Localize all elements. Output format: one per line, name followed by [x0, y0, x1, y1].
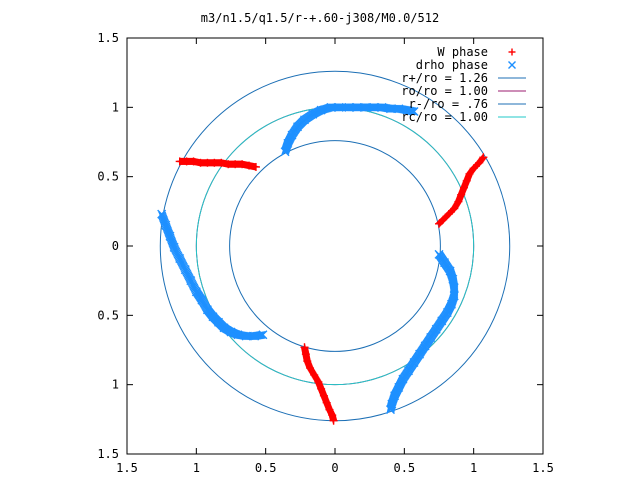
drho-phase-point — [344, 102, 354, 112]
drho-phase-point — [258, 330, 268, 340]
drho-phase-point — [299, 115, 309, 125]
points-layer — [157, 102, 488, 425]
drho-phase-point — [334, 102, 344, 112]
drho-phase-point — [202, 305, 212, 315]
y-tick-label: 0 — [112, 239, 119, 253]
y-tick-label: 1.5 — [97, 31, 119, 45]
x-tick-label: 0 — [331, 461, 338, 475]
drho-phase-point — [409, 106, 419, 116]
drho-phase-point — [241, 331, 251, 341]
x-tick-label: 1 — [193, 461, 200, 475]
x-tick-label: 1.5 — [532, 461, 554, 475]
drho-phase-point — [233, 330, 243, 340]
drho-phase-point — [326, 102, 336, 112]
x-tick-label: 0.5 — [255, 461, 277, 475]
drho-phase-point — [385, 104, 395, 114]
ticks-layer: 1.5 1 0.5 0 0.5 1 1.51.510.500.511.5 — [97, 31, 554, 475]
drho-phase-point — [369, 102, 379, 112]
legend-marker-sample — [508, 61, 516, 69]
legend-label: drho phase — [416, 58, 488, 72]
drho-phase-point — [426, 333, 436, 343]
chart-title: m3/n1.5/q1.5/r-+.60-j308/M0.0/512 — [201, 11, 439, 25]
drho-phase-point — [157, 209, 167, 219]
x-tick-label: 1.5 — [116, 461, 138, 475]
drho-phase-point — [440, 258, 450, 268]
drho-phase-point — [308, 109, 318, 119]
x-tick-label: 1 — [470, 461, 477, 475]
drho-phase-point — [387, 399, 397, 409]
drho-phase-point — [437, 316, 447, 326]
y-tick-label: 1 — [112, 100, 119, 114]
drho-phase-point — [448, 274, 458, 284]
drho-phase-point — [385, 405, 395, 415]
drho-phase-point — [361, 102, 371, 112]
drho-phase-point — [446, 299, 456, 309]
y-tick-label: 1 — [112, 378, 119, 392]
legend-label: r+/ro = 1.26 — [401, 71, 488, 85]
drho-phase-point — [219, 323, 229, 333]
drho-phase-point — [186, 276, 196, 286]
drho-phase-point — [390, 391, 400, 401]
legend-label: rc/ro = 1.00 — [401, 110, 488, 124]
legend-label: W phase — [437, 45, 488, 59]
drho-phase-point — [169, 242, 179, 252]
drho-phase-point — [377, 102, 387, 112]
drho-phase-point — [293, 122, 303, 132]
y-tick-label: 1.5 — [97, 447, 119, 461]
drho-phase-point — [445, 266, 455, 276]
drho-phase-point — [442, 308, 452, 318]
y-tick-label: 0.5 — [97, 308, 119, 322]
drho-phase-point — [316, 105, 326, 115]
drho-phase-point — [161, 220, 171, 230]
drho-phase-point — [250, 331, 260, 341]
circle-2 — [229, 140, 441, 352]
drho-phase-point — [394, 104, 404, 114]
legend-label: ro/ro = 1.00 — [401, 84, 488, 98]
drho-phase-point — [165, 231, 175, 241]
drho-phase-point — [208, 312, 218, 322]
drho-phase-point — [402, 105, 412, 115]
drho-phase-point — [175, 253, 185, 263]
drho-phase-point — [415, 349, 425, 359]
drho-phase-point — [352, 102, 362, 112]
drho-phase-point — [180, 265, 190, 275]
drho-phase-point — [394, 382, 404, 392]
drho-phase-point — [434, 249, 444, 259]
legend-label: r-/ro = .76 — [409, 97, 488, 111]
drho-phase-point — [449, 291, 459, 301]
y-tick-label: 0.5 — [97, 170, 119, 184]
drho-phase-point — [398, 374, 408, 384]
drho-phase-point — [226, 327, 236, 337]
drho-phase-point — [280, 147, 290, 157]
drho-phase-point — [449, 283, 459, 293]
drho-phase-point — [420, 341, 430, 351]
drho-phase-point — [409, 357, 419, 367]
drho-phase-point — [197, 295, 207, 305]
x-tick-label: 0.5 — [393, 461, 415, 475]
drho-phase-point — [403, 366, 413, 376]
drho-phase-point — [287, 130, 297, 140]
drho-phase-point — [283, 138, 293, 148]
drho-phase-point — [214, 317, 224, 327]
drho-phase-point — [191, 287, 201, 297]
drho-phase-point — [431, 324, 441, 334]
